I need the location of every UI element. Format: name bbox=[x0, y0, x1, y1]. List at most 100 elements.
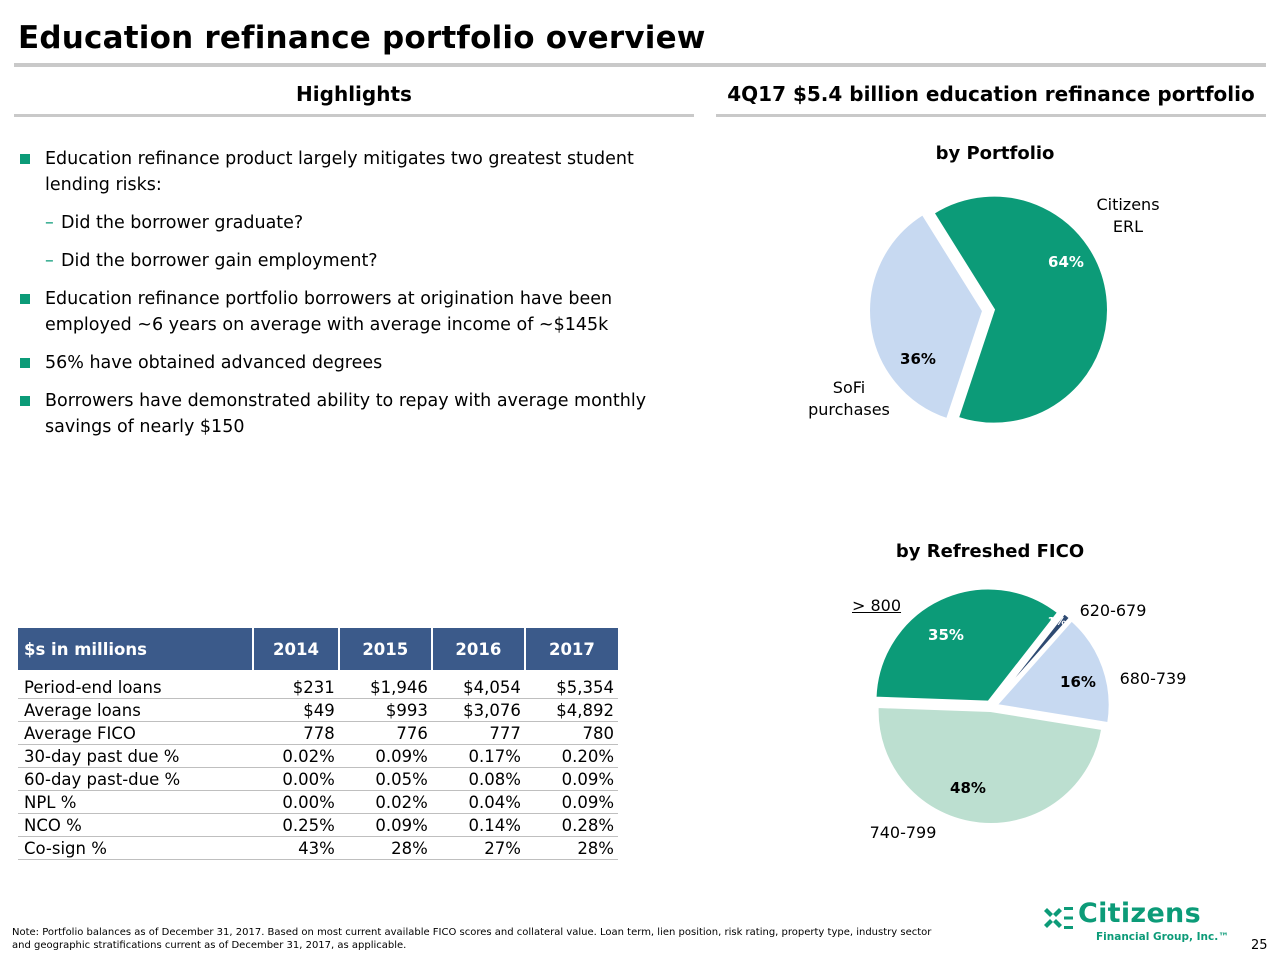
table-cell: 0.14% bbox=[431, 813, 525, 837]
title-divider bbox=[14, 63, 1266, 67]
table-cell: 28% bbox=[524, 836, 618, 860]
pie-value-label: 36% bbox=[900, 350, 936, 368]
table-cell: 0.17% bbox=[431, 744, 525, 768]
table-cell: 0.25% bbox=[253, 813, 339, 837]
dash-icon: – bbox=[45, 213, 54, 233]
pie-slice-800 bbox=[874, 587, 1060, 703]
fico-680-739-label: 680-739 bbox=[1119, 669, 1187, 688]
pie-slice-740-799 bbox=[876, 706, 1104, 825]
pie-slice-citizens-erl bbox=[932, 194, 1109, 425]
row-label-cell: NCO % bbox=[18, 813, 254, 837]
table-cell: 0.08% bbox=[431, 767, 525, 791]
sub-bullet-item: – Did the borrower gain employment? bbox=[18, 248, 678, 274]
table-cell: 0.00% bbox=[253, 790, 339, 814]
logo-wordmark: Citizens bbox=[1078, 898, 1201, 929]
bullet-square-icon bbox=[20, 358, 30, 368]
row-label-cell: Period-end loans bbox=[18, 670, 254, 699]
sub-bullet-text: Did the borrower graduate? bbox=[61, 213, 304, 233]
portfolio-chart-title: by Portfolio bbox=[935, 143, 1055, 164]
table-cell: 0.20% bbox=[524, 744, 618, 768]
pie-value-label: 16% bbox=[1060, 673, 1096, 691]
table-row: Period-end loans $231 $1,946 $4,054 $5,354 bbox=[18, 670, 618, 699]
table-header-cell: 2014 bbox=[253, 628, 340, 670]
bullet-item: Borrowers have demonstrated ability to r… bbox=[18, 388, 678, 440]
bullet-square-icon bbox=[20, 396, 30, 406]
table-row: NCO % 0.25% 0.09% 0.14% 0.28% bbox=[18, 813, 618, 837]
fico-740-799-label: 740-799 bbox=[869, 823, 937, 842]
highlights-heading: Highlights bbox=[296, 82, 412, 106]
table-row: 30-day past due % 0.02% 0.09% 0.17% 0.20% bbox=[18, 744, 618, 768]
bullet-item: 56% have obtained advanced degrees bbox=[18, 350, 678, 376]
bullet-text: Education refinance portfolio borrowers … bbox=[45, 289, 613, 335]
table-cell: 0.02% bbox=[338, 790, 432, 814]
table-cell: 28% bbox=[338, 836, 432, 860]
table-cell: 0.09% bbox=[338, 744, 432, 768]
table-header-cell: 2016 bbox=[431, 628, 526, 670]
bullet-text: Education refinance product largely miti… bbox=[45, 149, 634, 195]
row-label-cell: Co-sign % bbox=[18, 836, 254, 860]
footnote: Note: Portfolio balances as of December … bbox=[12, 927, 932, 951]
logo-subtitle: Financial Group, Inc.™ bbox=[1096, 931, 1229, 943]
table-cell: $993 bbox=[338, 698, 432, 722]
fico-800-label: > 800 bbox=[852, 596, 902, 615]
table-cell: 0.05% bbox=[338, 767, 432, 791]
sofi-purchases-label: SoFi purchases bbox=[808, 378, 890, 419]
portfolio-divider bbox=[716, 114, 1266, 117]
table-cell: $231 bbox=[253, 670, 339, 699]
table-cell: 777 bbox=[431, 721, 525, 745]
highlights-divider bbox=[14, 114, 694, 117]
table-row: Average FICO 778 776 777 780 bbox=[18, 721, 618, 745]
pie-slice-680-739 bbox=[994, 619, 1111, 725]
pie-slice-sofi-purchases bbox=[868, 212, 985, 421]
table-cell: $3,076 bbox=[431, 698, 525, 722]
page-number: 25 bbox=[1251, 938, 1268, 953]
page-title: Education refinance portfolio overview bbox=[18, 20, 706, 56]
table-cell: 27% bbox=[431, 836, 525, 860]
table-cell: 776 bbox=[338, 721, 432, 745]
table-body: Period-end loans $231 $1,946 $4,054 $5,354 Av… bbox=[18, 670, 618, 860]
table-cell: 0.02% bbox=[253, 744, 339, 768]
bullet-text: Borrowers have demonstrated ability to r… bbox=[45, 391, 647, 437]
pie-value-label: 35% bbox=[928, 626, 964, 644]
table-cell: $1,946 bbox=[338, 670, 432, 699]
pie-value-label: 1% bbox=[1048, 615, 1067, 628]
table-header-cell: 2015 bbox=[338, 628, 433, 670]
table-cell: 780 bbox=[524, 721, 618, 745]
table-row: 60-day past-due % 0.00% 0.05% 0.08% 0.09% bbox=[18, 767, 618, 791]
table-row: Co-sign % 43% 28% 27% 28% bbox=[18, 836, 618, 860]
bullet-text: 56% have obtained advanced degrees bbox=[45, 353, 383, 373]
table-cell: $49 bbox=[253, 698, 339, 722]
row-label-cell: 60-day past-due % bbox=[18, 767, 254, 791]
pie-slice-620-679 bbox=[994, 611, 1072, 704]
table-cell: 778 bbox=[253, 721, 339, 745]
citizens-erl-label: Citizens ERL bbox=[1096, 195, 1160, 236]
table-row: NPL % 0.00% 0.02% 0.04% 0.09% bbox=[18, 790, 618, 814]
bullet-square-icon bbox=[20, 154, 30, 164]
row-label-cell: Average loans bbox=[18, 698, 254, 722]
table-header-cell: 2017 bbox=[524, 628, 618, 670]
dash-icon: – bbox=[45, 251, 54, 271]
table-cell: 0.00% bbox=[253, 767, 339, 791]
table-cell: 0.04% bbox=[431, 790, 525, 814]
table-header-cell: $s in millions bbox=[18, 628, 255, 670]
pie-value-label: 64% bbox=[1048, 253, 1084, 271]
table-row: Average loans $49 $993 $3,076 $4,892 bbox=[18, 698, 618, 722]
fico-620-679-label: 620-679 bbox=[1079, 601, 1147, 620]
table-cell: $4,892 bbox=[524, 698, 618, 722]
table-cell: 0.09% bbox=[524, 767, 618, 791]
fico-chart-title: by Refreshed FICO bbox=[895, 541, 1085, 562]
loan-metrics-table: $s in millions 2014 2015 2016 2017 Perio… bbox=[18, 628, 618, 860]
table-cell: 0.09% bbox=[338, 813, 432, 837]
bullet-item: Education refinance product largely miti… bbox=[18, 146, 678, 198]
bullet-item: Education refinance portfolio borrowers … bbox=[18, 286, 678, 338]
pie-value-label: 48% bbox=[950, 779, 986, 797]
row-label-cell: Average FICO bbox=[18, 721, 254, 745]
row-label-cell: 30-day past due % bbox=[18, 744, 254, 768]
sub-bullet-text: Did the borrower gain employment? bbox=[61, 251, 378, 271]
citizens-logo-icon bbox=[1044, 907, 1073, 929]
table-header-row: $s in millions 2014 2015 2016 2017 bbox=[18, 628, 618, 670]
row-label-cell: NPL % bbox=[18, 790, 254, 814]
highlights-list: Education refinance product largely miti… bbox=[18, 146, 678, 452]
